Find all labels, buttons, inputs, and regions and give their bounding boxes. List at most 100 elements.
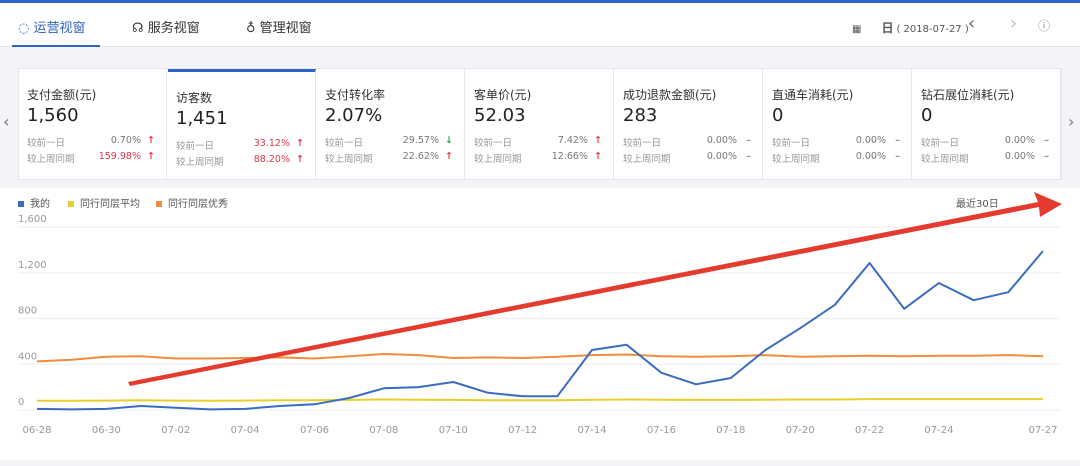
trend-icon: ↑ xyxy=(147,135,155,146)
metric-title: 客单价(元) xyxy=(474,88,532,102)
metric-card[interactable]: 成功退款金额(元) 283 较前一日 0.00% – 较上周同期 0.00% – xyxy=(615,69,763,179)
metric-card[interactable]: 钻石展位消耗(元) 0 较前一日 0.00% – 较上周同期 0.00% – xyxy=(913,69,1061,179)
compare-label: 较前一日 xyxy=(176,141,215,152)
metric-value: 0 xyxy=(772,105,784,126)
x-tick-label: 07-27 xyxy=(1028,425,1057,436)
compare-row: 较前一日 29.57% ↓ xyxy=(325,135,453,149)
y-tick-label: 800 xyxy=(18,306,37,317)
compare-label: 较前一日 xyxy=(921,138,960,149)
metric-value: 283 xyxy=(623,105,658,126)
tab[interactable]: ☊ 服务视窗 xyxy=(132,21,200,36)
compare-row: 较上周同期 0.00% – xyxy=(623,151,751,165)
next-button[interactable]: › xyxy=(1010,13,1018,34)
metric-card[interactable]: 支付金额(元) 1,560 较前一日 0.70% ↑ 较上周同期 159.98% ↑ xyxy=(19,69,167,179)
tab[interactable]: ♁ 管理视窗 xyxy=(246,21,312,36)
x-tick-label: 07-16 xyxy=(647,425,676,436)
legend-label: 同行同层优秀 xyxy=(168,197,228,210)
compare-row: 较前一日 0.00% – xyxy=(623,135,751,149)
compare-change: 0.00% xyxy=(855,151,886,162)
compare-row: 较上周同期 0.00% – xyxy=(921,151,1049,165)
compare-row: 较前一日 0.00% – xyxy=(772,135,900,149)
series-line xyxy=(36,250,1044,411)
compare-change: 33.12% xyxy=(253,138,290,149)
compare-change: 0.00% xyxy=(855,135,886,146)
top-accent xyxy=(0,0,1080,3)
compare-row: 较上周同期 12.66% ↑ xyxy=(474,151,602,165)
metric-title: 直通车消耗(元) xyxy=(772,88,854,102)
x-tick-label: 07-04 xyxy=(231,425,260,436)
compare-row: 较前一日 33.12% ↑ xyxy=(176,138,304,152)
tab-indicator xyxy=(12,45,100,47)
trend-icon: ↑ xyxy=(594,151,602,162)
legend-label: 我的 xyxy=(30,197,50,210)
tab-label: 运营视窗 xyxy=(33,21,86,36)
legend-swatch xyxy=(156,201,162,207)
trend-icon: – xyxy=(1044,135,1049,146)
x-tick-label: 07-06 xyxy=(300,425,329,436)
x-tick-label: 06-28 xyxy=(22,425,51,436)
info-button[interactable]: ⓘ xyxy=(1038,19,1051,33)
metric-value: 2.07% xyxy=(325,105,383,126)
series-line xyxy=(37,398,1043,402)
compare-row: 较上周同期 159.98% ↑ xyxy=(27,151,155,165)
metric-card[interactable]: 直通车消耗(元) 0 较前一日 0.00% – 较上周同期 0.00% – xyxy=(764,69,912,179)
trend-icon: – xyxy=(746,135,751,146)
metric-card[interactable]: 支付转化率 2.07% 较前一日 29.57% ↓ 较上周同期 22.62% ↑ xyxy=(317,69,465,179)
compare-label: 较上周同期 xyxy=(921,154,969,165)
tab[interactable]: ◌ 运营视窗 xyxy=(18,21,86,36)
x-tick-label: 06-30 xyxy=(92,425,121,436)
metric-title: 支付金额(元) xyxy=(27,88,97,102)
annotation-arrow xyxy=(128,192,1062,386)
x-tick-label: 07-10 xyxy=(439,425,468,436)
compare-row: 较上周同期 0.00% – xyxy=(772,151,900,165)
tab-bar: ◌ 运营视窗 ☊ 服务视窗 ♁ 管理视窗 ▦ 日( 2018-07-27 ) ‹ … xyxy=(0,3,1080,47)
date-unit: 日 xyxy=(881,21,894,35)
metric-title: 访客数 xyxy=(176,91,213,105)
compare-label: 较前一日 xyxy=(623,138,662,149)
x-tick-label: 07-24 xyxy=(924,425,953,436)
chart-panel: 我的 同行同层平均 同行同层优秀 最近30日 0 400 800 1,200 1,600 06-2… xyxy=(0,188,1080,460)
date-picker[interactable]: ▦ 日( 2018-07-27 ) xyxy=(852,21,969,35)
metric-value: 52.03 xyxy=(474,105,526,126)
compare-label: 较前一日 xyxy=(27,138,66,149)
trend-icon: ↑ xyxy=(594,135,602,146)
metric-value: 1,451 xyxy=(176,108,228,129)
x-tick-label: 07-18 xyxy=(716,425,745,436)
compare-label: 较上周同期 xyxy=(325,154,373,165)
trend-icon: ↑ xyxy=(147,151,155,162)
compare-change: 0.00% xyxy=(1004,151,1035,162)
compare-label: 较上周同期 xyxy=(623,154,671,165)
metric-card[interactable]: 客单价(元) 52.03 较前一日 7.42% ↑ 较上周同期 12.66% ↑ xyxy=(466,69,614,179)
cards-next[interactable]: › xyxy=(1068,112,1075,131)
compare-label: 较上周同期 xyxy=(772,154,820,165)
compare-change: 22.62% xyxy=(402,151,439,162)
compare-row: 较上周同期 22.62% ↑ xyxy=(325,151,453,165)
legend-swatch xyxy=(68,201,74,207)
compare-change: 0.00% xyxy=(706,151,737,162)
trend-icon: – xyxy=(895,135,900,146)
metric-title: 钻石展位消耗(元) xyxy=(921,88,1015,102)
x-tick-label: 07-20 xyxy=(786,425,815,436)
cards-prev[interactable]: ‹ xyxy=(3,112,10,131)
compare-label: 较上周同期 xyxy=(27,154,75,165)
prev-button[interactable]: ‹ xyxy=(968,13,976,34)
compare-label: 较前一日 xyxy=(325,138,364,149)
compare-label: 较上周同期 xyxy=(176,157,224,168)
compare-change: 0.00% xyxy=(706,135,737,146)
compare-row: 较前一日 0.70% ↑ xyxy=(27,135,155,149)
legend-label: 同行同层平均 xyxy=(80,197,140,210)
compare-change: 0.70% xyxy=(110,135,141,146)
trend-icon: – xyxy=(1044,151,1049,162)
metric-value: 0 xyxy=(921,105,933,126)
trend-icon: ↑ xyxy=(296,154,304,165)
x-tick-label: 07-14 xyxy=(578,425,607,436)
y-tick-label: 0 xyxy=(18,397,24,408)
metric-card[interactable]: 访客数 1,451 较前一日 33.12% ↑ 较上周同期 88.20% ↑ xyxy=(168,69,316,179)
compare-change: 88.20% xyxy=(253,154,290,165)
y-tick-label: 400 xyxy=(18,351,37,362)
compare-change: 29.57% xyxy=(402,135,439,146)
trend-icon: – xyxy=(746,151,751,162)
trend-icon: ↓ xyxy=(445,135,453,146)
x-tick-label: 07-22 xyxy=(855,425,884,436)
